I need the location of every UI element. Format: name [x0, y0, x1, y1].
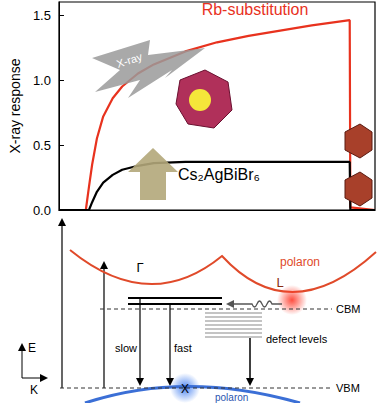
svg-text:fast: fast [174, 342, 192, 354]
svg-text:polaron: polaron [280, 255, 320, 269]
svg-text:0.5: 0.5 [33, 138, 51, 153]
svg-text:polaron: polaron [215, 392, 248, 403]
svg-text:0.0: 0.0 [33, 203, 51, 218]
svg-text:1.5: 1.5 [33, 8, 51, 23]
svg-text:VBM: VBM [336, 382, 360, 394]
svg-text:K: K [30, 383, 38, 397]
svg-text:Rb-substitution: Rb-substitution [202, 1, 309, 18]
svg-text:defect levels: defect levels [266, 333, 328, 345]
svg-text:Cs₂AgBiBr₆: Cs₂AgBiBr₆ [178, 166, 260, 183]
svg-text:1.0: 1.0 [33, 73, 51, 88]
svg-text:CBM: CBM [336, 303, 360, 315]
svg-text:L: L [276, 275, 283, 290]
svg-text:slow: slow [115, 342, 137, 354]
svg-text:E: E [28, 341, 36, 355]
svg-text:Γ: Γ [136, 260, 143, 275]
svg-text:X-ray: X-ray [115, 50, 144, 70]
svg-text:X-ray response: X-ray response [7, 58, 23, 153]
svg-text:X: X [181, 382, 189, 396]
